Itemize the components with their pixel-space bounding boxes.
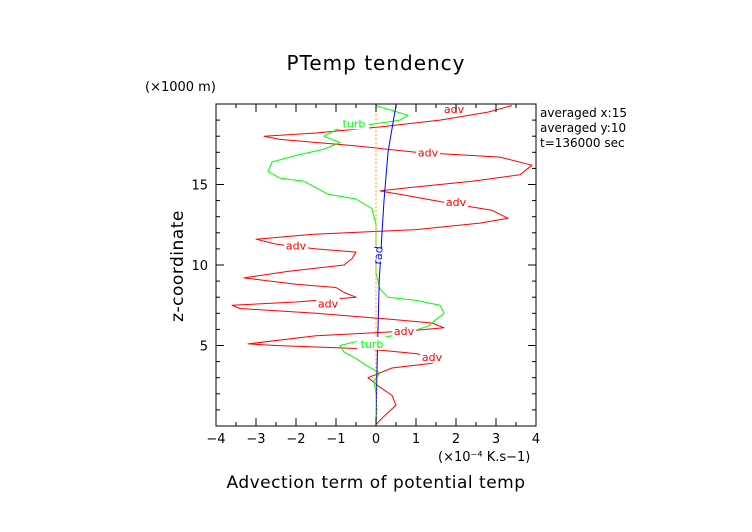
- curve-label-background: [316, 296, 340, 310]
- curve-label-adv: adv: [318, 298, 339, 311]
- series-line-rad: [375, 105, 397, 425]
- x-tick-label: 1: [412, 432, 420, 447]
- y-tick-label: 5: [200, 340, 208, 355]
- curve-label-turb: turb: [343, 117, 366, 130]
- x-axis-label: Advection term of potential temp: [226, 473, 525, 493]
- x-tick-label: −1: [326, 432, 345, 447]
- curve-label-background: [442, 101, 466, 115]
- curve-label-background: [444, 195, 468, 209]
- x-tick-label: −2: [286, 432, 305, 447]
- axes: −4 −3 −2 −1 0 1 2 3 4 5 10 15: [191, 103, 540, 447]
- curve-label-background: [392, 324, 416, 338]
- y-tick-label: 15: [191, 179, 208, 194]
- chart-title: PTemp tendency: [286, 51, 465, 75]
- x-tick-label: 0: [372, 432, 380, 447]
- y-axis-label: z-coordinate: [168, 210, 188, 322]
- x-tick-label: 3: [492, 432, 500, 447]
- curve-label-adv: adv: [422, 351, 443, 364]
- x-tick-label: −3: [246, 432, 265, 447]
- curve-label-turb: turb: [361, 338, 384, 351]
- curve-label-background: [416, 145, 440, 159]
- curve-label-background: [284, 238, 308, 252]
- series-line-adv: [231, 105, 533, 425]
- curve-label-background: [338, 116, 370, 130]
- curve-label-adv: adv: [444, 103, 465, 116]
- info-line-x-average: averaged x:15: [540, 106, 627, 120]
- x-tick-label: 2: [452, 432, 460, 447]
- curve-label-background: [356, 336, 388, 350]
- x-tick-label: 4: [532, 432, 540, 447]
- info-box: averaged x:15 averaged y:10 t=136000 sec: [540, 106, 627, 150]
- info-line-time: t=136000 sec: [540, 136, 625, 150]
- curve-label-adv: adv: [394, 325, 415, 338]
- info-line-y-average: averaged y:10: [540, 121, 626, 135]
- y-tick-label: 10: [191, 259, 208, 274]
- x-axis-unit: (×10⁻⁴ K.s−1): [438, 450, 530, 465]
- curve-label-adv: adv: [446, 196, 467, 209]
- curve-label-adv: adv: [418, 146, 439, 159]
- x-tick-label: −4: [206, 432, 225, 447]
- curve-label-background: [366, 248, 390, 262]
- curve-label-rad: rad: [371, 246, 386, 265]
- curve-label-adv: adv: [286, 240, 307, 253]
- y-axis-unit: (×1000 m): [145, 80, 216, 95]
- curve-label-background: [420, 349, 444, 363]
